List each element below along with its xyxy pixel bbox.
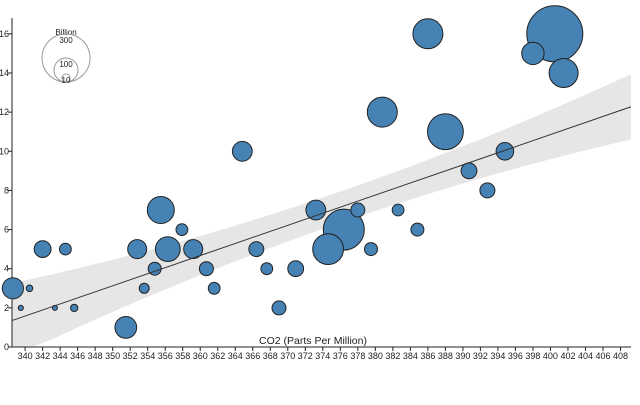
x-tick-label: 402 xyxy=(560,351,575,361)
data-point xyxy=(33,240,52,259)
size-legend-circle xyxy=(61,73,71,83)
data-point xyxy=(25,284,34,293)
data-point xyxy=(1,277,24,300)
regression-line xyxy=(11,106,632,322)
size-legend-label: 100 xyxy=(59,60,73,69)
data-point xyxy=(175,223,189,237)
axes: 0 2 4 6 8 10 12 14 16 340 342 344 346 348 350 352 354 356… xyxy=(0,18,631,361)
regression-line-layer xyxy=(11,106,632,322)
x-tick-label: 378 xyxy=(350,351,365,361)
x-tick-label: 352 xyxy=(123,351,138,361)
data-point xyxy=(231,140,253,162)
x-tick-label: 370 xyxy=(280,351,295,361)
data-point xyxy=(260,262,274,276)
x-tick-label: 390 xyxy=(455,351,470,361)
x-tick-label: 386 xyxy=(420,351,435,361)
x-tick-label: 358 xyxy=(175,351,190,361)
x-tick-label: 388 xyxy=(438,351,453,361)
x-tick-label: 380 xyxy=(368,351,383,361)
x-tick-label: 406 xyxy=(595,351,610,361)
x-tick-label: 356 xyxy=(158,351,173,361)
data-point xyxy=(412,18,444,50)
data-point xyxy=(207,281,221,295)
data-point xyxy=(154,236,181,263)
y-tick-label: 6 xyxy=(4,225,9,235)
data-point xyxy=(248,241,265,258)
y-tick-label: 0 xyxy=(4,342,9,352)
x-tick-label: 344 xyxy=(53,351,68,361)
data-point xyxy=(495,142,515,161)
x-tick-label: 372 xyxy=(298,351,313,361)
data-point xyxy=(271,300,287,316)
x-axis-label: CO2 (Parts Per Million) xyxy=(259,335,367,347)
y-tick-label: 2 xyxy=(4,303,9,313)
x-tick-label: 394 xyxy=(490,351,505,361)
data-point xyxy=(127,239,148,260)
x-tick-label: 400 xyxy=(543,351,558,361)
data-point xyxy=(114,316,138,339)
data-point xyxy=(146,196,175,224)
data-point xyxy=(460,162,478,180)
x-tick-label: 364 xyxy=(228,351,243,361)
data-point xyxy=(183,239,204,260)
x-tick-label: 374 xyxy=(315,351,330,361)
y-tick-label: 16 xyxy=(0,29,9,39)
x-tick-label: 342 xyxy=(35,351,50,361)
x-tick-label: 384 xyxy=(403,351,418,361)
y-tick-label: 8 xyxy=(4,185,9,195)
size-legend-title: Billion xyxy=(55,28,76,37)
size-legend-label: 300 xyxy=(59,36,73,45)
y-tick-label: 4 xyxy=(4,264,9,274)
x-tick-label: 392 xyxy=(473,351,488,361)
data-point xyxy=(364,242,378,257)
x-tick-label: 362 xyxy=(210,351,225,361)
size-legend-label: 10 xyxy=(62,76,71,85)
x-tick-label: 354 xyxy=(140,351,155,361)
x-tick-label: 376 xyxy=(333,351,348,361)
x-tick-label: 360 xyxy=(193,351,208,361)
data-point xyxy=(350,202,366,218)
data-point xyxy=(312,233,345,266)
x-tick-label: 382 xyxy=(385,351,400,361)
x-tick-label: 404 xyxy=(578,351,593,361)
data-point xyxy=(287,260,305,278)
data-point xyxy=(427,113,464,151)
data-point xyxy=(521,41,545,66)
x-tick-label: 350 xyxy=(105,351,120,361)
data-point xyxy=(548,58,579,88)
x-tick-label: 340 xyxy=(18,351,33,361)
data-point xyxy=(59,242,72,256)
data-point xyxy=(70,303,79,313)
data-point xyxy=(17,304,24,311)
x-tick-label: 366 xyxy=(245,351,260,361)
data-point xyxy=(198,261,214,277)
y-tick-label: 10 xyxy=(0,146,9,156)
data-point xyxy=(138,282,150,294)
y-tick-label: 14 xyxy=(0,68,9,78)
data-point xyxy=(366,96,398,128)
data-points xyxy=(1,5,584,339)
x-tick-label: 368 xyxy=(263,351,278,361)
data-point xyxy=(479,182,496,199)
x-tick-label: 348 xyxy=(88,351,103,361)
y-tick-label: 12 xyxy=(0,107,9,117)
data-point xyxy=(391,203,405,217)
data-point xyxy=(305,199,327,221)
x-tick-label: 346 xyxy=(70,351,85,361)
x-tick-label: 398 xyxy=(525,351,540,361)
x-tick-label: 408 xyxy=(613,351,628,361)
x-tick-label: 396 xyxy=(508,351,523,361)
data-point xyxy=(410,222,425,237)
